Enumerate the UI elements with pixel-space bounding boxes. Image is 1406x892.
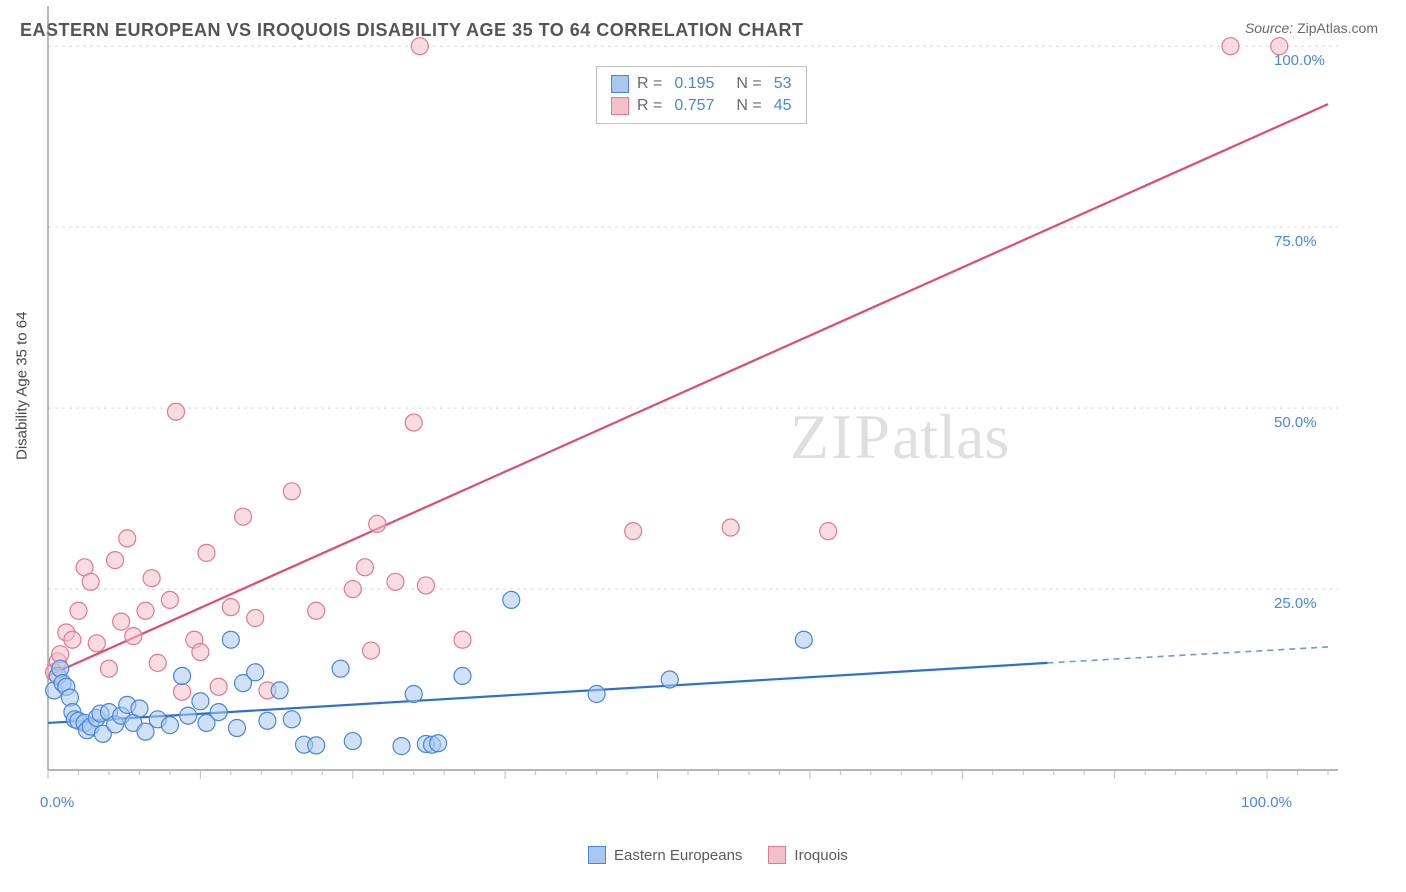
series-legend-item: Eastern Europeans [588,846,742,864]
legend-n-value: 53 [774,75,792,93]
legend-swatch-icon [611,75,629,93]
correlation-legend: R = 0.195 N = 53 R = 0.757 N = 45 [596,66,807,124]
y-axis-tick-25: 25.0% [1274,595,1317,612]
y-axis-tick-100: 100.0% [1274,52,1325,69]
legend-swatch-icon [768,846,786,864]
legend-row: R = 0.757 N = 45 [611,95,792,117]
legend-n-label: N = [736,75,761,93]
legend-row: R = 0.195 N = 53 [611,73,792,95]
y-axis-tick-50: 50.0% [1274,414,1317,431]
chart-container: EASTERN EUROPEAN VS IROQUOIS DISABILITY … [0,0,1406,892]
series-legend-item: Iroquois [768,846,847,864]
legend-swatch-icon [588,846,606,864]
x-axis-min-label: 0.0% [40,794,74,811]
legend-r-label: R = [637,97,662,115]
series-legend: Eastern Europeans Iroquois [588,846,848,864]
legend-r-value: 0.195 [674,75,714,93]
legend-r-value: 0.757 [674,97,714,115]
series-legend-label: Iroquois [794,847,847,864]
legend-swatch-icon [611,97,629,115]
x-axis-max-label: 100.0% [1241,794,1292,811]
legend-r-label: R = [637,75,662,93]
series-legend-label: Eastern Europeans [614,847,742,864]
y-axis-tick-75: 75.0% [1274,233,1317,250]
legend-n-value: 45 [774,97,792,115]
scatter-chart [0,0,1406,892]
legend-n-label: N = [736,97,761,115]
